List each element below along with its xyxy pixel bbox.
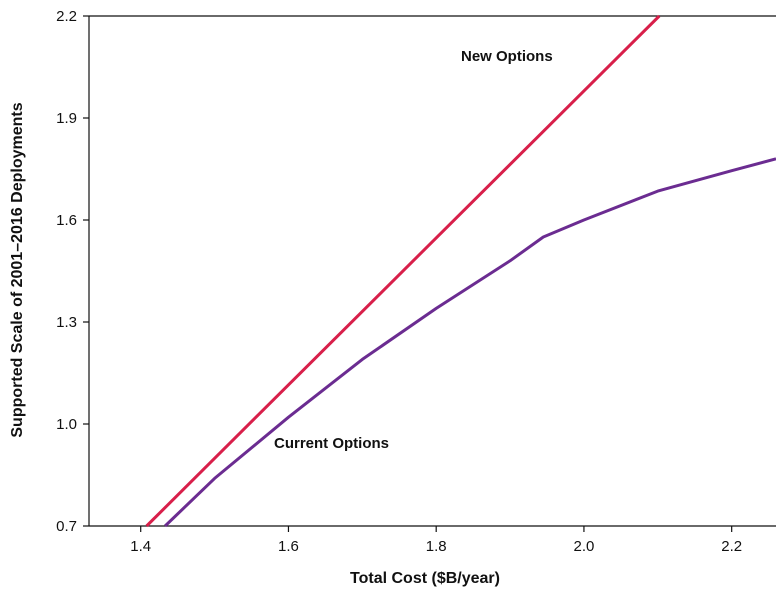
series-label-current-options: Current Options (274, 435, 389, 452)
y-tick-label: 2.2 (56, 8, 77, 25)
y-ticks: 0.7 1.0 1.3 1.6 1.9 2.2 (56, 8, 89, 535)
x-axis-title: Total Cost ($B/year) (350, 570, 500, 587)
y-tick-label: 1.3 (56, 314, 77, 331)
x-tick-label: 1.4 (130, 538, 151, 555)
x-tick-label: 2.2 (721, 538, 742, 555)
series-label-new-options: New Options (461, 48, 553, 65)
y-tick-label: 1.0 (56, 416, 77, 433)
y-axis-title: Supported Scale of 2001–2016 Deployments (9, 102, 26, 437)
y-tick-label: 0.7 (56, 518, 77, 535)
y-tick-label: 1.6 (56, 212, 77, 229)
series-line-current-options (164, 157, 776, 528)
x-tick-label: 2.0 (574, 538, 595, 555)
axes (88, 15, 776, 527)
x-tick-label: 1.8 (426, 538, 447, 555)
x-tick-label: 1.6 (278, 538, 299, 555)
series-lines (145, 14, 776, 528)
x-ticks: 1.4 1.6 1.8 2.0 2.2 (130, 526, 742, 555)
y-tick-label: 1.9 (56, 110, 77, 127)
series-line-new-options (145, 14, 661, 528)
